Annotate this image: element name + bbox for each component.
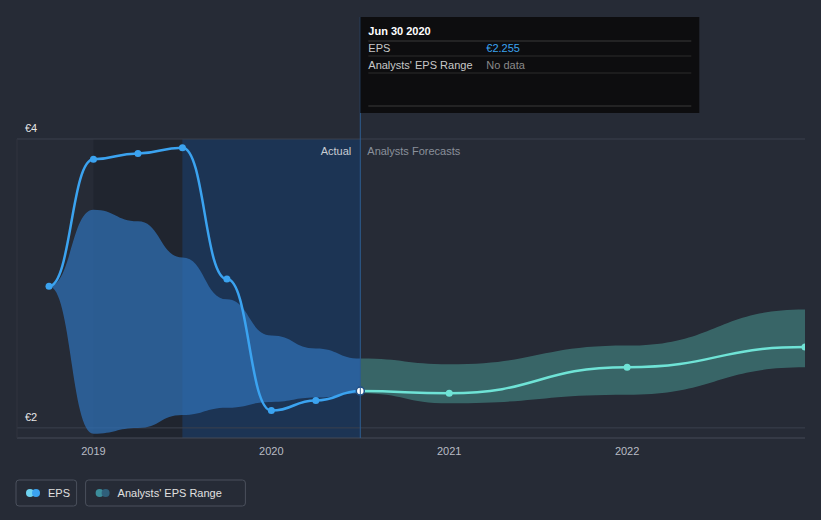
tooltip-box (360, 17, 699, 113)
tooltip: Jun 30 2020 EPS €2.255 Analysts' EPS Range N… (360, 17, 699, 113)
eps-line-actual (49, 148, 360, 411)
y-tick-label: €2 (25, 411, 37, 423)
eps-range-band (49, 210, 360, 434)
eps-point[interactable] (802, 344, 806, 351)
eps-point[interactable] (90, 156, 97, 163)
eps-line-forecast (360, 347, 805, 393)
tooltip-title: Jun 30 2020 (368, 25, 430, 37)
eps-range-band-forecast (360, 210, 805, 434)
legend-item[interactable]: Analysts' EPS Range (86, 480, 246, 506)
eps-point[interactable] (312, 397, 319, 404)
legend-label: EPS (48, 487, 70, 499)
y-tick-label: €4 (25, 122, 37, 134)
annotation: Actual (321, 145, 352, 157)
legend-swatch (32, 489, 40, 497)
legend-item[interactable]: EPS (16, 480, 77, 506)
legend-label: Analysts' EPS Range (118, 487, 222, 499)
tooltip-rule (368, 56, 691, 57)
x-tick-label: 2020 (259, 445, 283, 457)
eps-point[interactable] (46, 283, 53, 290)
eps-point[interactable] (134, 150, 141, 157)
x-tick-label: 2019 (81, 445, 105, 457)
legend-box[interactable] (86, 480, 246, 506)
x-tick-label: 2021 (437, 445, 461, 457)
annotation: Analysts Forecasts (367, 145, 460, 157)
band-actual-group (49, 210, 360, 434)
eps-point[interactable] (446, 390, 453, 397)
x-axis-line (17, 438, 805, 439)
chart-root: €2 €4 2019 2020 2021 2022 Actual Analysts Forec… (0, 0, 821, 520)
tooltip-rule (368, 106, 691, 107)
legend-swatch (102, 489, 110, 497)
band-forecast-group (360, 210, 805, 434)
plot-area (46, 144, 805, 434)
tooltip-value: €2.255 (486, 42, 520, 54)
eps-point[interactable] (624, 364, 631, 371)
y-axis-line (17, 139, 18, 438)
x-tick-label: 2022 (615, 445, 639, 457)
eps-point[interactable] (268, 407, 275, 414)
tooltip-rule (368, 41, 691, 42)
tooltip-label: EPS (368, 42, 390, 54)
tooltip-label: Analysts' EPS Range (368, 59, 472, 71)
grid-line (17, 139, 805, 140)
legend-box[interactable] (16, 480, 77, 506)
eps-point[interactable] (223, 276, 230, 283)
tooltip-rule (368, 73, 691, 74)
tooltip-value: No data (486, 59, 525, 71)
background (0, 0, 821, 520)
eps-point[interactable] (179, 144, 186, 151)
chart-svg: €2 €4 2019 2020 2021 2022 Actual Analysts Forec… (0, 0, 821, 520)
